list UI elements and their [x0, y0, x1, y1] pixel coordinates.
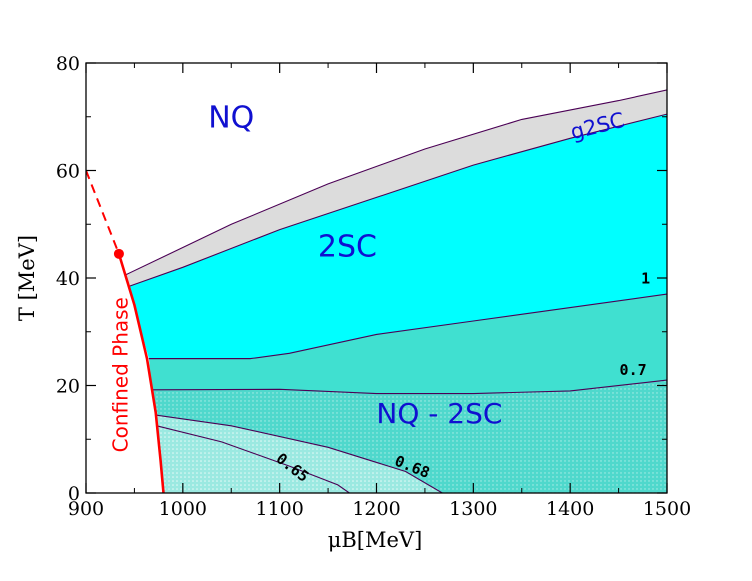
label-confined-phase: Confined Phase [109, 297, 133, 452]
boundary-line-2SC [129, 113, 667, 287]
region-2sc [128, 114, 667, 359]
x-tick-label-1200: 1200 [352, 498, 400, 520]
label-nq-2sc: NQ - 2SC [376, 397, 502, 430]
y-tick-label-60: 60 [56, 161, 80, 183]
x-tick-label-1500: 1500 [643, 498, 691, 520]
x-tick-label-1000: 1000 [159, 498, 207, 520]
y-tick-label-0: 0 [68, 483, 80, 505]
contour-label-1: 1 [641, 269, 650, 287]
x-tick-label-1400: 1400 [546, 498, 594, 520]
region-lowest-dotted [156, 425, 350, 493]
x-axis-title: μB[MeV] [328, 528, 423, 552]
x-tick-label-1100: 1100 [255, 498, 303, 520]
critical-point [113, 248, 124, 259]
label-2sc: 2SC [318, 230, 377, 265]
y-tick-label-80: 80 [56, 53, 80, 75]
contour-label-07: 0.7 [620, 361, 647, 379]
y-tick-label-20: 20 [56, 376, 80, 398]
confinement-solid-line [117, 253, 165, 493]
axis-ticks: 900 1000 1100 1200 1300 1400 1500 0 20 40 60 80 [56, 53, 691, 520]
region-band-065-068 [155, 415, 443, 493]
y-axis-title: T [MeV] [15, 235, 39, 321]
y-tick-label-40: 40 [56, 268, 80, 290]
phase-boundaries [86, 89, 667, 493]
boundary-line-065 [156, 425, 350, 493]
region-band-07-1 [147, 294, 667, 394]
boundary-line-g2SC [124, 89, 667, 276]
label-nq: NQ [208, 101, 254, 136]
x-tick-label-900: 900 [68, 498, 104, 520]
x-tick-label-1300: 1300 [449, 498, 497, 520]
phase-regions [124, 89, 667, 493]
boundary-line-07 [151, 379, 667, 395]
confinement-dashed-line [86, 170, 120, 255]
region-band-068-07 [151, 380, 667, 493]
boundary-line-068 [155, 414, 443, 493]
